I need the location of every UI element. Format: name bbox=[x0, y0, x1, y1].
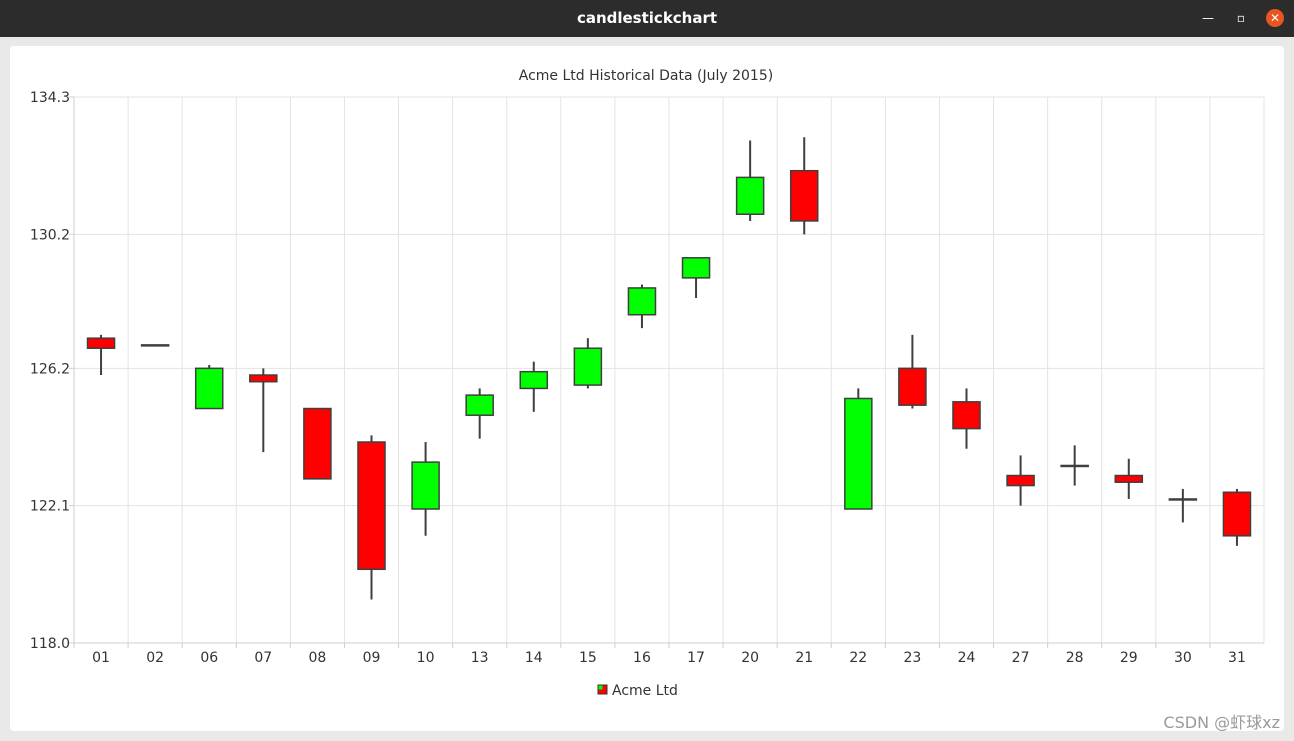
chart-title: Acme Ltd Historical Data (July 2015) bbox=[519, 68, 773, 84]
close-icon[interactable]: ✕ bbox=[1266, 9, 1284, 27]
candle-body bbox=[357, 441, 386, 571]
candle-body bbox=[411, 461, 440, 510]
maximize-icon[interactable]: ▫ bbox=[1236, 11, 1246, 25]
legend-swatch-green bbox=[598, 685, 603, 690]
x-tick-label: 13 bbox=[471, 650, 489, 666]
candle-body bbox=[1060, 464, 1089, 468]
candle-body bbox=[465, 394, 494, 416]
x-tick-label: 01 bbox=[92, 650, 110, 666]
x-tick-label: 28 bbox=[1066, 650, 1084, 666]
x-tick-label: 27 bbox=[1012, 650, 1030, 666]
candle-body bbox=[898, 367, 927, 406]
y-tick-label: 126.2 bbox=[30, 361, 70, 377]
candle-body bbox=[573, 347, 603, 386]
x-tick-label: 10 bbox=[417, 650, 435, 666]
candle-body bbox=[303, 407, 332, 480]
candle-body bbox=[844, 397, 873, 510]
x-tick-label: 17 bbox=[687, 650, 705, 666]
candle-body bbox=[519, 370, 549, 390]
x-tick-label: 07 bbox=[254, 650, 272, 666]
candle-body bbox=[681, 257, 711, 279]
x-tick-label: 21 bbox=[795, 650, 813, 666]
candle-body bbox=[86, 337, 116, 349]
x-tick-label: 31 bbox=[1228, 650, 1246, 666]
x-tick-label: 24 bbox=[958, 650, 976, 666]
candle-body bbox=[789, 169, 819, 222]
y-tick-label: 122.1 bbox=[30, 499, 70, 515]
x-tick-label: 14 bbox=[525, 650, 543, 666]
x-tick-label: 02 bbox=[146, 650, 164, 666]
legend-label-acme-ltd: Acme Ltd bbox=[612, 683, 678, 699]
candle-body bbox=[249, 374, 278, 383]
minimize-icon[interactable]: — bbox=[1202, 11, 1214, 25]
x-tick-label: 30 bbox=[1174, 650, 1192, 666]
candle-body bbox=[1222, 491, 1252, 537]
legend: Acme Ltd bbox=[597, 683, 678, 699]
candle-body bbox=[735, 176, 765, 215]
x-tick-label: 22 bbox=[849, 650, 867, 666]
candle-body bbox=[627, 287, 657, 316]
candle-body bbox=[1006, 474, 1035, 487]
grid-lines bbox=[73, 96, 1265, 644]
window-title: candlestickchart bbox=[576, 9, 718, 27]
candles bbox=[86, 137, 1252, 600]
x-axis: 01 02 06 07 08 09 10 13 14 15 16 17 20 21 22 23 24 27 28 29… bbox=[73, 643, 1246, 666]
candle-body bbox=[194, 367, 224, 410]
x-tick-label: 06 bbox=[200, 650, 218, 666]
y-axis: 134.3 130.2 126.2 122.1 118.0 bbox=[30, 90, 74, 652]
candle-body bbox=[952, 401, 981, 430]
x-tick-label: 29 bbox=[1120, 650, 1138, 666]
x-tick-label: 09 bbox=[363, 650, 381, 666]
x-tick-label: 16 bbox=[633, 650, 651, 666]
x-tick-label: 08 bbox=[308, 650, 326, 666]
candle-body bbox=[1168, 498, 1198, 501]
x-tick-label: 15 bbox=[579, 650, 597, 666]
x-tick-label: 23 bbox=[903, 650, 921, 666]
candle-body bbox=[1114, 474, 1144, 483]
y-tick-label: 130.2 bbox=[30, 227, 70, 243]
watermark: CSDN @虾球xz bbox=[1163, 713, 1280, 732]
y-tick-label: 118.0 bbox=[30, 636, 70, 652]
x-tick-label: 20 bbox=[741, 650, 759, 666]
y-tick-label: 134.3 bbox=[30, 90, 70, 106]
candle-body bbox=[140, 344, 170, 347]
window-titlebar: candlestickchart — ▫ ✕ bbox=[0, 0, 1294, 37]
